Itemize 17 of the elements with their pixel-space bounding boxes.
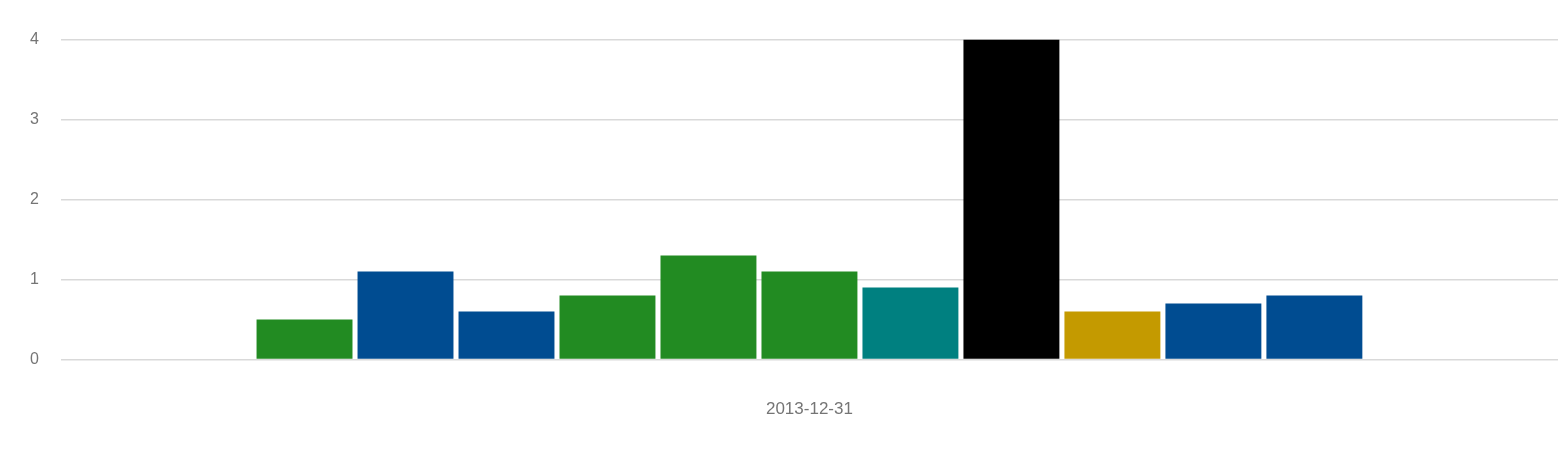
y-tick-label: 0 xyxy=(29,350,39,368)
x-tick-label: 2013-12-31 xyxy=(765,399,853,419)
bar xyxy=(1064,311,1161,359)
bar xyxy=(963,39,1060,359)
bar xyxy=(559,295,656,359)
y-tick-label: 4 xyxy=(29,30,39,48)
bar xyxy=(1266,295,1363,359)
bar xyxy=(256,319,353,359)
bar xyxy=(660,255,757,359)
bar xyxy=(1165,303,1262,359)
bar xyxy=(761,271,858,359)
y-tick-label: 2 xyxy=(29,190,39,208)
bar xyxy=(357,271,454,359)
bar xyxy=(458,311,555,359)
bar xyxy=(862,287,959,359)
y-tick-label: 3 xyxy=(29,110,39,128)
y-tick-label: 1 xyxy=(29,270,39,288)
